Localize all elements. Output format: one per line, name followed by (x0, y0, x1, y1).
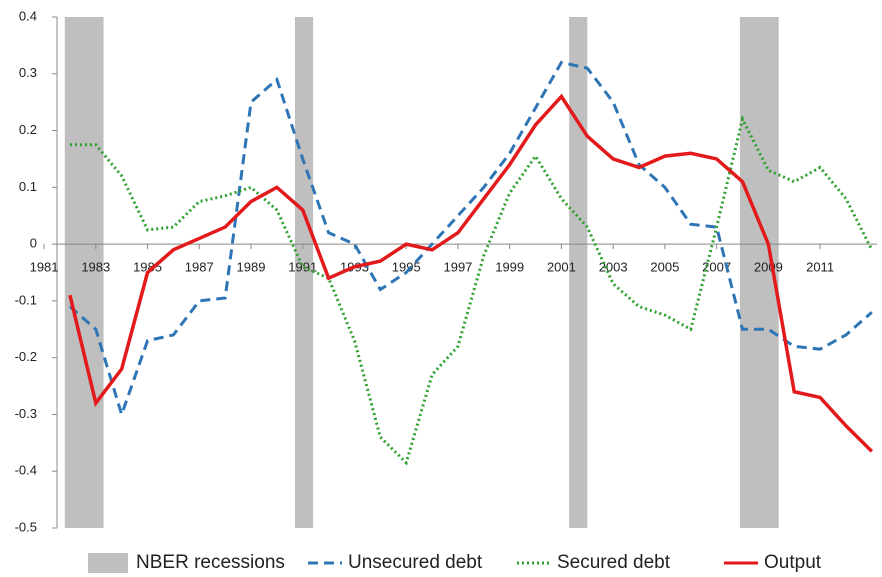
x-tick-label: 1981 (30, 260, 59, 275)
x-tick-label: 1983 (81, 260, 110, 275)
legend: NBER recessions Unsecured debt Secured deb… (88, 552, 822, 573)
x-tick-label: 2011 (806, 260, 834, 275)
legend-label: Output (764, 552, 822, 573)
legend-label: Unsecured debt (348, 552, 483, 573)
y-tick-label: -0.5 (15, 519, 37, 534)
x-tick-label: 1989 (237, 260, 266, 275)
legend-swatch (88, 553, 128, 573)
x-tick-label: 2001 (547, 260, 576, 275)
y-tick-label: 0.3 (19, 65, 37, 80)
x-tick-label: 2009 (754, 260, 783, 275)
x-tick-label: 2005 (650, 260, 679, 275)
y-tick-label: 0.4 (19, 8, 37, 23)
y-tick-label: -0.3 (15, 406, 37, 421)
x-tick-label: 1997 (443, 260, 472, 275)
x-tick-label: 2007 (702, 260, 731, 275)
legend-label: Secured debt (557, 552, 671, 573)
y-tick-label: 0.1 (19, 179, 37, 194)
series-line (68, 93, 874, 453)
recession-band (569, 17, 588, 528)
x-tick-label: 1985 (133, 260, 162, 275)
x-tick-label: 1991 (288, 260, 317, 275)
x-tick-label: 1987 (185, 260, 214, 275)
recession-band (64, 17, 104, 528)
x-tick-label: 1999 (495, 260, 524, 275)
y-tick-label: 0 (30, 236, 37, 251)
y-tick-label: -0.4 (15, 463, 37, 478)
y-tick-label: -0.2 (15, 349, 37, 364)
x-tick-label: 1995 (392, 260, 421, 275)
x-tick-label: 2003 (599, 260, 628, 275)
y-tick-label: 0.2 (19, 122, 37, 137)
y-tick-label: -0.1 (15, 292, 37, 307)
series-line (68, 60, 873, 420)
legend-label: NBER recessions (136, 552, 285, 573)
